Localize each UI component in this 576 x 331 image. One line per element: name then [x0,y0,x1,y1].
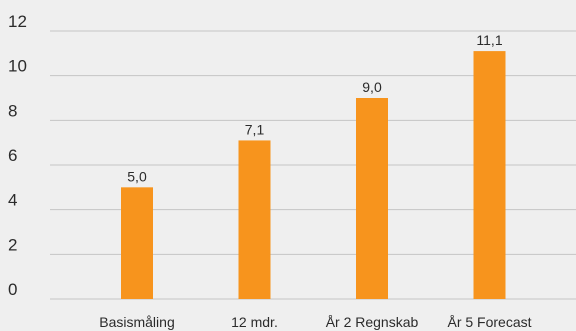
data-label: 5,0 [127,168,147,184]
x-category-label: År 5 Forecast [447,314,531,330]
bar [356,98,388,299]
y-tick-label: 10 [8,57,27,76]
bar [121,187,153,299]
y-tick-label: 12 [8,12,27,31]
data-label: 11,1 [476,32,502,48]
x-category-label: 12 mdr. [231,314,278,330]
y-tick-label: 4 [8,191,17,210]
y-tick-label: 0 [8,280,17,299]
data-label: 9,0 [362,79,382,95]
x-axis-category-labels: Basismåling 12 mdr. År 2 Regnskab År 5 Fore… [99,314,531,330]
data-labels: 5,0 7,1 9,0 11,1 [127,32,503,184]
y-axis-tick-labels: 0 2 4 6 8 10 12 [8,12,27,299]
bar [473,51,506,299]
bars [121,51,506,299]
y-tick-label: 6 [8,146,17,165]
y-tick-label: 2 [8,235,17,254]
x-category-label: År 2 Regnskab [326,314,419,330]
data-label: 7,1 [245,121,265,137]
y-tick-label: 8 [8,101,17,120]
x-category-label: Basismåling [99,314,174,330]
bar [238,140,271,299]
